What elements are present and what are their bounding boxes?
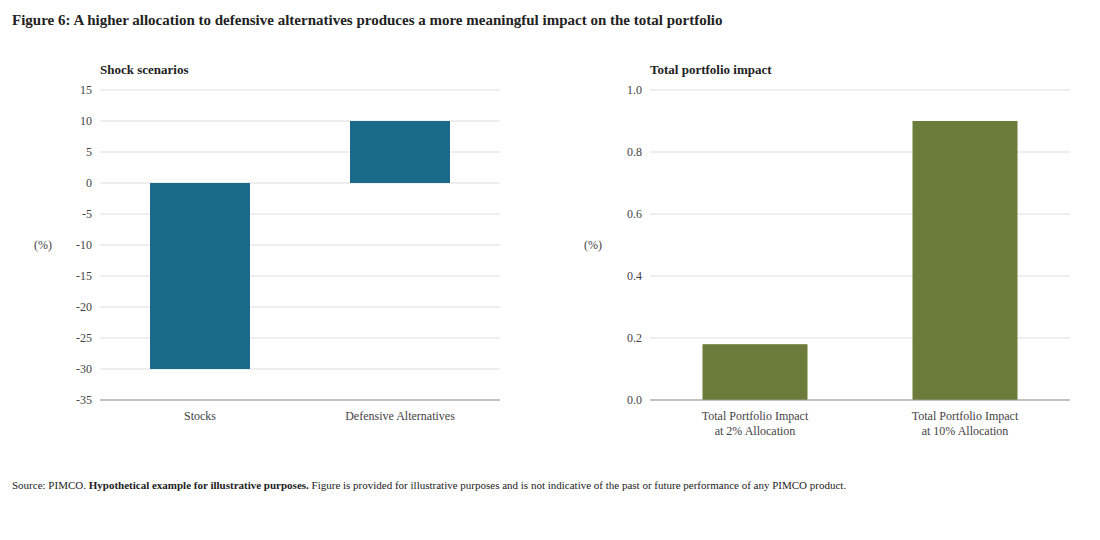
bars: [150, 121, 450, 369]
grid-line: [650, 90, 1070, 91]
y-tick-label: 0.0: [627, 393, 642, 407]
x-tick-label-line: Stocks: [184, 409, 216, 423]
y-tick-label: 0.6: [627, 207, 642, 221]
y-tick-label: -5: [82, 207, 92, 221]
y-axis-label: (%): [34, 238, 52, 252]
y-tick-label: -15: [76, 269, 92, 283]
bars: [703, 121, 1018, 400]
footnote-run: Hypothetical example for illustrative pu…: [89, 479, 309, 491]
y-axis: -35 -30 -25 -20 -15 -10 -5 0 5 10 15: [76, 83, 500, 407]
y-tick-label: -35: [76, 393, 92, 407]
y-axis-label: (%): [584, 238, 602, 252]
subtitle: Total portfolio impact: [650, 62, 772, 77]
y-tick-label: 0: [86, 176, 92, 190]
x-axis-line: [650, 400, 1070, 401]
y-tick-label: -30: [76, 362, 92, 376]
y-axis: 0.0 0.2 0.4 0.6 0.8 1.0: [627, 83, 1070, 407]
bar: [913, 121, 1018, 400]
panel: Total portfolio impact 0.0 0.2 0.4 0.6 0.8 1.0…: [584, 62, 1070, 438]
x-tick-label: Total Portfolio Impactat 10% Allocation: [912, 409, 1019, 438]
x-tick-label: Defensive Alternatives: [345, 409, 455, 423]
page: Shock scenarios -35 -30 -25 -20 -15 -10 -5 0 5 10 1…: [0, 0, 1100, 540]
panel: Shock scenarios -35 -30 -25 -20 -15 -10 -5 0 5 10 1…: [34, 62, 500, 423]
y-tick-label: 10: [80, 114, 92, 128]
y-tick-label: 0.4: [627, 269, 642, 283]
grid-line: [100, 400, 500, 401]
title: Figure 6: A higher allocation to defensi…: [12, 12, 1088, 29]
x-tick-label-line: Total Portfolio Impact: [912, 409, 1019, 423]
y-tick-label: -10: [76, 238, 92, 252]
chart-canvas: Shock scenarios -35 -30 -25 -20 -15 -10 -5 0 5 10 1…: [0, 0, 1100, 540]
bar: [350, 121, 450, 183]
grid-line: [650, 400, 1070, 401]
x-axis-line: [100, 400, 500, 401]
x-tick-label: Stocks: [184, 409, 216, 423]
footnote-run: Source: PIMCO.: [12, 479, 89, 491]
y-tick-label: 0.2: [627, 331, 642, 345]
grid-line: [100, 90, 500, 91]
y-tick-label: 1.0: [627, 83, 642, 97]
y-tick-label: 15: [80, 83, 92, 97]
footnote: Source: PIMCO. Hypothetical example for …: [12, 478, 1088, 493]
y-tick-label: 0.8: [627, 145, 642, 159]
subtitle: Shock scenarios: [100, 62, 188, 77]
x-tick-label-line: Total Portfolio Impact: [702, 409, 809, 423]
bar: [150, 183, 250, 369]
bar: [703, 344, 808, 400]
x-tick-label: Total Portfolio Impactat 2% Allocation: [702, 409, 809, 438]
x-tick-label-line: at 10% Allocation: [922, 424, 1009, 438]
x-tick-label-line: at 2% Allocation: [715, 424, 796, 438]
y-tick-label: -20: [76, 300, 92, 314]
x-tick-label-line: Defensive Alternatives: [345, 409, 455, 423]
y-tick-label: -25: [76, 331, 92, 345]
footnote-run: Figure is provided for illustrative purp…: [309, 479, 846, 491]
y-tick-label: 5: [86, 145, 92, 159]
